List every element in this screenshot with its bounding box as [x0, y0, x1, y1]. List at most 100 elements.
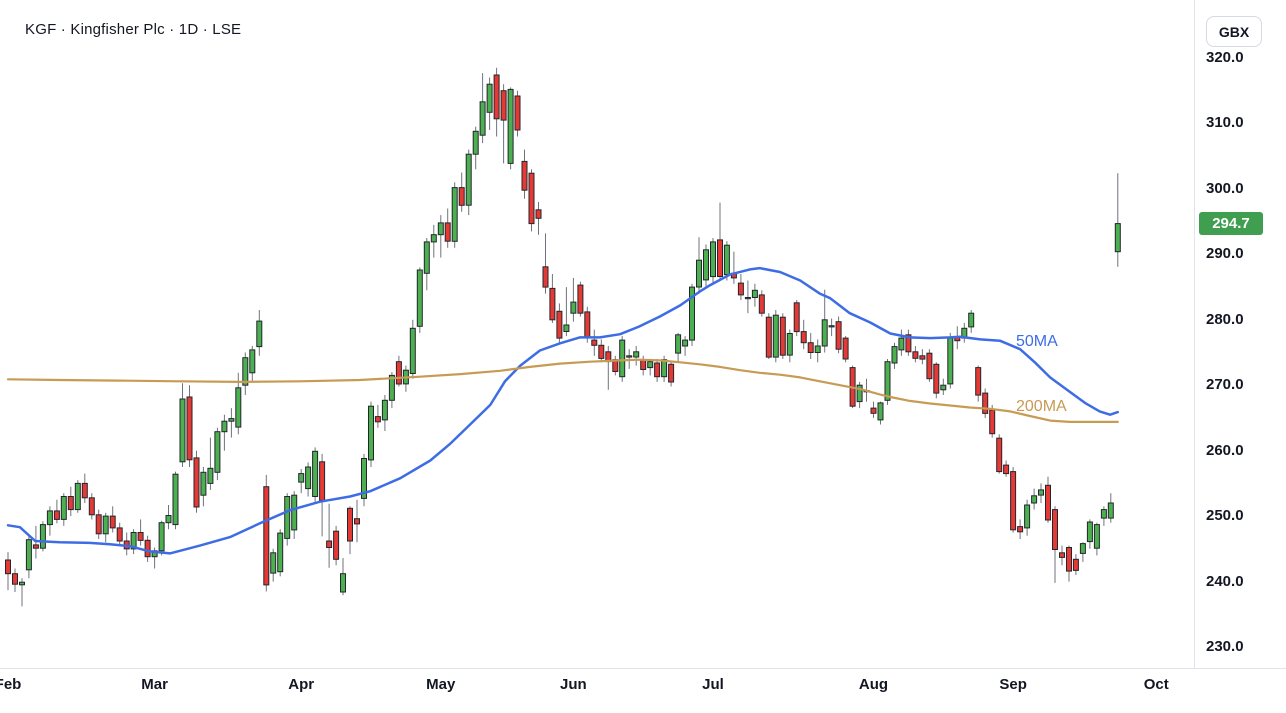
candle — [1066, 545, 1072, 582]
candle — [472, 126, 479, 170]
candle — [605, 346, 612, 390]
candle — [633, 346, 640, 366]
candle — [800, 319, 807, 350]
candle — [696, 237, 702, 294]
candle — [563, 287, 570, 337]
candle — [416, 267, 423, 333]
candle — [982, 388, 989, 418]
candle — [514, 90, 521, 137]
candle — [912, 346, 919, 363]
candle — [870, 401, 877, 418]
candle — [968, 310, 975, 333]
candle — [437, 215, 444, 258]
price-tick-label: 250.0 — [1206, 507, 1244, 525]
candle — [905, 329, 912, 356]
candle — [619, 336, 626, 382]
price-tick-label: 230.0 — [1206, 637, 1244, 655]
candle — [214, 427, 221, 481]
candle — [919, 349, 926, 365]
candle — [228, 408, 235, 438]
candle — [933, 362, 940, 399]
candle — [1017, 519, 1024, 539]
time-tick-label: Jun — [560, 676, 587, 693]
time-tick-label: Oct — [1143, 676, 1169, 693]
candle — [556, 303, 563, 343]
time-tick-label: Sep — [999, 676, 1027, 693]
candle — [1059, 545, 1065, 566]
candle — [710, 238, 716, 284]
candle — [200, 467, 207, 507]
candle — [144, 535, 151, 562]
candle — [591, 329, 598, 356]
candle — [493, 67, 500, 137]
candle — [368, 401, 374, 467]
candle — [305, 462, 312, 497]
candle — [1031, 488, 1038, 510]
candle — [528, 169, 535, 232]
price-axis[interactable]: 320.0 310.0 300.0 290.0 280.0 270.0 260.0 250.0… — [1196, 0, 1286, 668]
candle — [744, 280, 751, 314]
candle — [193, 450, 200, 513]
candle — [5, 552, 11, 591]
candle — [74, 480, 81, 513]
candle — [996, 434, 1003, 474]
candle — [137, 519, 144, 546]
candle — [221, 414, 228, 451]
time-axis-separator — [0, 668, 1286, 669]
candle — [703, 244, 709, 288]
candle — [507, 87, 514, 170]
candle — [807, 332, 814, 359]
ma50-line — [6, 266, 1120, 555]
price-tick-label: 310.0 — [1206, 114, 1244, 132]
candle — [172, 471, 179, 530]
candle — [235, 372, 242, 435]
candle — [786, 329, 793, 363]
candle — [1010, 467, 1017, 533]
candle — [333, 525, 340, 566]
candle — [395, 355, 402, 387]
candle — [354, 499, 360, 543]
candle — [675, 332, 682, 363]
candle — [668, 362, 675, 387]
candle — [947, 332, 954, 389]
candle — [779, 313, 786, 359]
candle — [884, 359, 891, 405]
candle — [549, 274, 556, 323]
candle — [1024, 499, 1031, 536]
candle — [1052, 506, 1058, 583]
candle — [319, 453, 326, 537]
last-price-badge: 294.7 — [1199, 212, 1263, 236]
candle — [361, 453, 367, 507]
candle — [940, 378, 947, 395]
ma200-line — [6, 358, 1119, 423]
candle — [81, 473, 88, 503]
candle — [12, 568, 18, 592]
candle — [312, 447, 319, 503]
candle — [402, 365, 409, 392]
candle — [298, 469, 305, 494]
candle — [814, 339, 821, 363]
candle — [207, 437, 214, 490]
candle — [116, 522, 123, 546]
time-axis[interactable]: Feb Mar Apr May Jun Jul Aug Sep Oct — [0, 669, 1286, 713]
candle — [430, 224, 437, 258]
candle — [647, 359, 654, 376]
price-tick-label: 300.0 — [1206, 179, 1244, 197]
candle — [793, 300, 800, 337]
candle — [19, 578, 25, 607]
candle — [765, 313, 772, 359]
price-tick-label: 290.0 — [1206, 245, 1244, 263]
candle — [577, 281, 584, 317]
ma200-label: 200MA — [1016, 398, 1067, 415]
candle — [186, 385, 193, 467]
candle — [975, 365, 982, 402]
currency-button[interactable]: GBX — [1206, 16, 1262, 47]
candle — [88, 493, 95, 520]
candle — [1107, 493, 1114, 523]
candle — [165, 505, 172, 530]
candle — [374, 404, 381, 428]
candle — [1072, 554, 1079, 575]
candle — [500, 84, 507, 164]
candle — [1003, 460, 1010, 477]
